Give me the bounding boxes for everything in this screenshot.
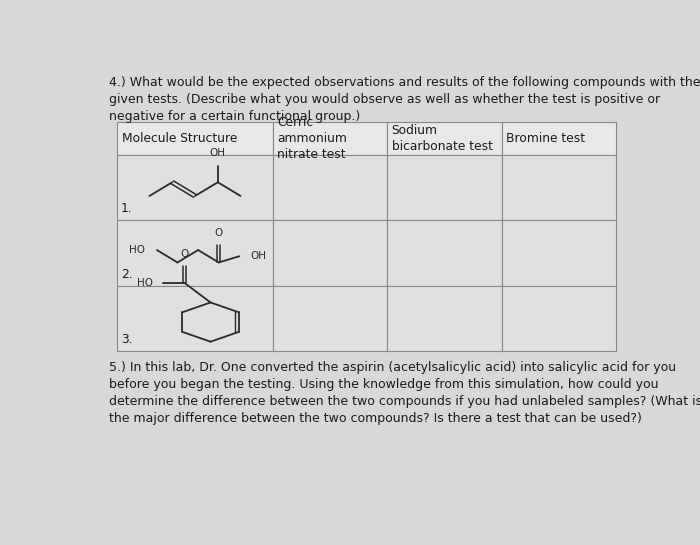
Bar xyxy=(387,155,502,220)
Bar xyxy=(273,155,387,220)
Bar xyxy=(387,220,502,286)
Text: Sodium
bicarbonate test: Sodium bicarbonate test xyxy=(391,124,493,153)
Text: O: O xyxy=(215,227,223,238)
Text: 5.) In this lab, Dr. One converted the aspirin (acetylsalicylic acid) into salic: 5.) In this lab, Dr. One converted the a… xyxy=(109,361,700,425)
Bar xyxy=(273,122,387,155)
Bar xyxy=(502,220,617,286)
Bar xyxy=(387,122,502,155)
Text: 2.: 2. xyxy=(121,268,133,281)
Bar xyxy=(118,155,273,220)
Text: O: O xyxy=(181,249,188,259)
Bar xyxy=(118,122,273,155)
Bar xyxy=(273,220,387,286)
Text: OH: OH xyxy=(210,148,226,158)
Text: 4.) What would be the expected observations and results of the following compoun: 4.) What would be the expected observati… xyxy=(109,76,700,123)
Text: 1.: 1. xyxy=(121,202,133,215)
Bar xyxy=(118,286,273,351)
Bar xyxy=(273,286,387,351)
Text: Cerric
ammonium
nitrate test: Cerric ammonium nitrate test xyxy=(277,116,347,161)
Text: Molecule Structure: Molecule Structure xyxy=(122,132,237,145)
Text: OH: OH xyxy=(250,251,266,261)
Text: HO: HO xyxy=(129,245,145,255)
Text: 3.: 3. xyxy=(121,333,133,346)
Text: Bromine test: Bromine test xyxy=(506,132,585,145)
Bar xyxy=(502,286,617,351)
Text: HO: HO xyxy=(137,278,153,288)
Bar xyxy=(118,220,273,286)
Bar xyxy=(502,122,617,155)
Bar xyxy=(502,155,617,220)
Bar xyxy=(387,286,502,351)
